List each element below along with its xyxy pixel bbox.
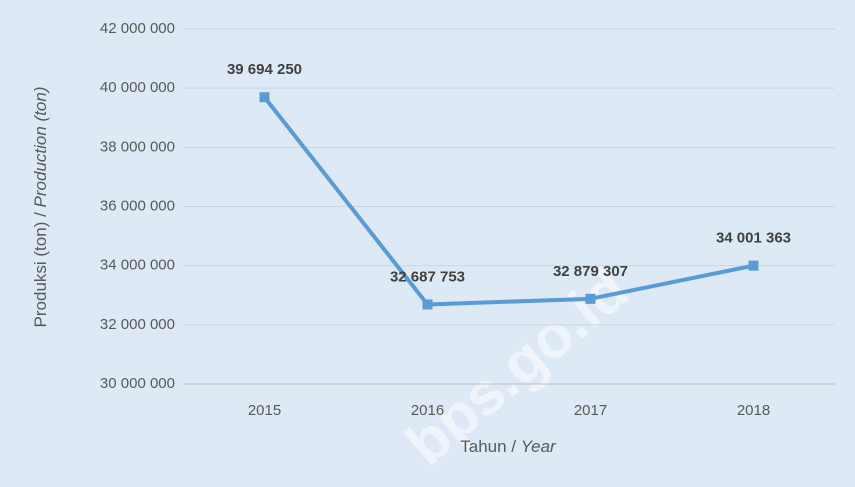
y-tick-label: 42 000 000 bbox=[100, 20, 175, 37]
x-tick-label: 2018 bbox=[737, 402, 770, 419]
y-axis-label-part: Production (ton) bbox=[31, 87, 50, 208]
line bbox=[262, 95, 754, 307]
x-axis-label-part: Tahun / bbox=[460, 437, 521, 456]
data-label: 39 694 250 bbox=[227, 61, 302, 78]
marker bbox=[422, 299, 433, 310]
y-tick-label: 40 000 000 bbox=[100, 79, 175, 96]
y-tick-label: 36 000 000 bbox=[100, 197, 175, 214]
x-tick-label: 2016 bbox=[411, 402, 444, 419]
data-label: 32 687 753 bbox=[390, 268, 465, 285]
marker bbox=[259, 92, 270, 103]
x-tick-label: 2017 bbox=[574, 402, 607, 419]
data-label: 34 001 363 bbox=[716, 230, 791, 247]
y-tick-label: 38 000 000 bbox=[100, 138, 175, 155]
marker bbox=[748, 260, 759, 271]
data-label: 32 879 307 bbox=[553, 263, 628, 280]
y-tick-label: 34 000 000 bbox=[100, 257, 175, 274]
x-axis-label: Tahun / Year bbox=[460, 437, 557, 456]
y-tick-label: 32 000 000 bbox=[100, 316, 175, 333]
y-axis-label-part: Produksi (ton) / bbox=[31, 207, 50, 327]
marker bbox=[585, 293, 596, 304]
y-tick-label: 30 000 000 bbox=[100, 375, 175, 392]
x-tick-label: 2015 bbox=[248, 402, 281, 419]
x-axis-label-part: Year bbox=[521, 437, 557, 456]
y-axis-label: Produksi (ton) / Production (ton) bbox=[31, 87, 50, 328]
